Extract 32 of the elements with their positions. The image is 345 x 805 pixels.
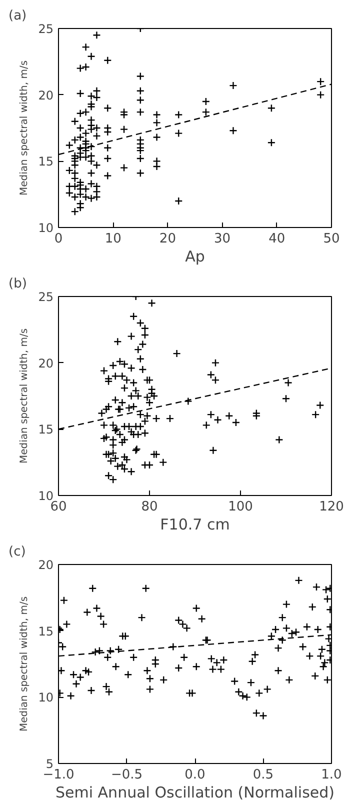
x-tick-label: 120 <box>319 500 344 514</box>
chart-title: (b) <box>8 276 27 292</box>
x-tick-label: 0.5 <box>252 768 274 782</box>
x-axis-title: F10.7 cm <box>160 516 230 534</box>
y-tick-label: 25 <box>38 290 54 304</box>
x-tick-label: 80 <box>141 500 158 514</box>
x-tick-label: 20 <box>159 232 176 246</box>
x-tick-label: 0.0 <box>184 768 206 782</box>
x-tick-label: 50 <box>323 232 340 246</box>
x-tick-label: −0.5 <box>110 768 143 782</box>
y-tick-label: 15 <box>38 624 54 638</box>
x-tick-label: 30 <box>214 232 231 246</box>
y-tick-label: 25 <box>38 22 54 36</box>
y-axis-title: Median spectral width, m/s <box>19 328 30 464</box>
y-tick-label: 10 <box>38 221 54 235</box>
x-tick-label: 40 <box>268 232 286 246</box>
y-tick-label: 20 <box>38 356 54 370</box>
x-tick-label: 0 <box>54 232 63 246</box>
y-tick-label: 20 <box>38 558 54 572</box>
y-axis-title: Median spectral width, m/s <box>19 596 30 732</box>
x-tick-label: 100 <box>228 500 253 514</box>
x-axis-title: Semi Annual Oscillation (Normalised) <box>56 784 334 802</box>
y-tick-label: 15 <box>38 154 54 169</box>
y-tick-label: 15 <box>38 422 54 437</box>
x-tick-label: 10 <box>104 232 122 246</box>
y-tick-label: 20 <box>38 88 54 102</box>
chart-title: (c) <box>8 544 26 560</box>
chart-title: (a) <box>8 8 27 24</box>
y-axis-title: Median spectral width, m/s <box>19 60 30 196</box>
x-tick-label: 1.0 <box>321 768 342 782</box>
x-axis-title: Ap <box>185 248 205 266</box>
y-tick-label: 10 <box>38 690 54 705</box>
